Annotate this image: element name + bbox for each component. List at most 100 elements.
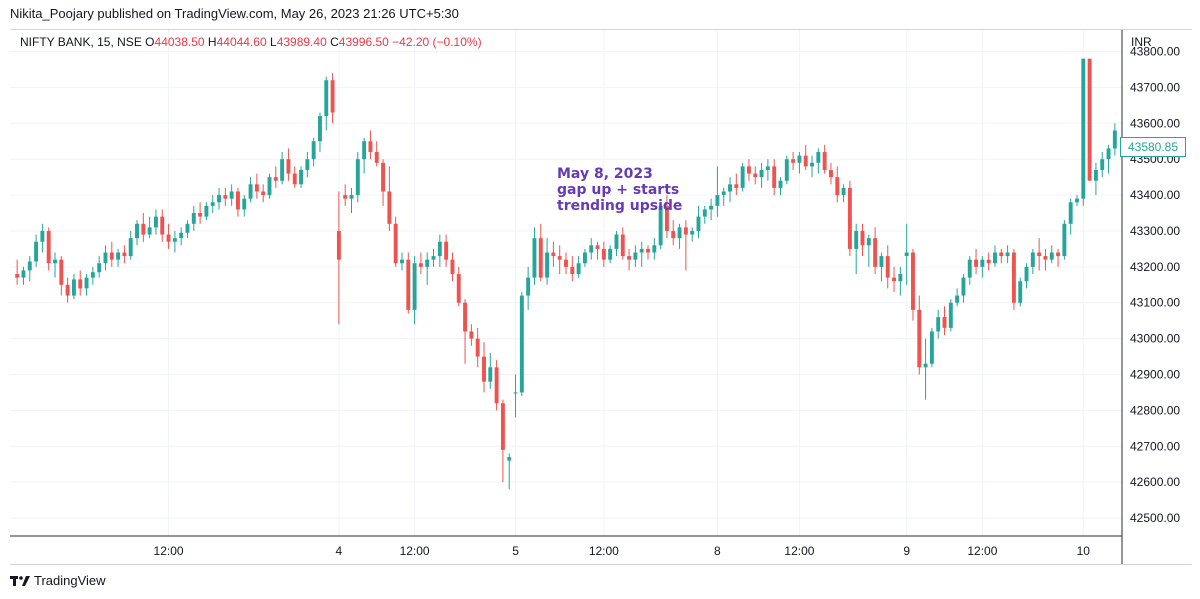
candle-body xyxy=(652,245,657,253)
y-tick-label: 42900.00 xyxy=(1130,368,1180,382)
candle-body xyxy=(917,309,922,368)
candle xyxy=(374,141,379,167)
candle xyxy=(759,162,764,188)
y-tick-label: 42600.00 xyxy=(1130,475,1180,489)
x-tick-label: 12:00 xyxy=(784,544,814,558)
close-label: C xyxy=(330,35,339,49)
candle xyxy=(147,216,152,239)
candle-body xyxy=(847,187,852,249)
candle xyxy=(494,360,499,411)
candle-body xyxy=(873,238,878,267)
candle xyxy=(866,234,871,267)
candle-body xyxy=(671,230,676,239)
candle xyxy=(860,223,865,257)
candle-body xyxy=(942,317,947,328)
candle-body xyxy=(362,141,367,160)
candle-body xyxy=(463,302,468,332)
candle xyxy=(475,327,480,368)
candle-body xyxy=(254,184,259,192)
candle-body xyxy=(1056,252,1061,257)
open-label: O xyxy=(145,35,155,49)
candle-body xyxy=(746,166,751,174)
candle xyxy=(822,144,827,174)
symbol-label[interactable]: NIFTY BANK, 15, NSE xyxy=(20,35,142,49)
open-value: 44038.50 xyxy=(154,35,205,49)
candle-body xyxy=(191,213,196,224)
candle xyxy=(810,155,814,178)
candle xyxy=(65,277,70,303)
y-tick-label: 42800.00 xyxy=(1130,403,1180,417)
y-tick-label: 43300.00 xyxy=(1130,224,1180,238)
candle xyxy=(507,453,512,490)
candle-body xyxy=(166,234,171,242)
candle-body xyxy=(179,232,184,239)
candle-body xyxy=(15,274,20,278)
candle xyxy=(15,259,20,285)
candle xyxy=(942,306,947,336)
candle xyxy=(633,245,638,267)
candle-body xyxy=(948,302,953,328)
candle-body xyxy=(393,223,398,264)
candle xyxy=(993,245,997,267)
candle-body xyxy=(1049,252,1054,260)
candle-body xyxy=(854,230,859,249)
candle xyxy=(873,227,878,275)
candle xyxy=(34,234,39,267)
candle xyxy=(311,137,316,167)
chart-annotation[interactable]: May 8, 2023 gap up + starts trending ups… xyxy=(557,166,682,214)
candle-body xyxy=(866,238,871,246)
candle-body xyxy=(545,252,550,278)
candle xyxy=(911,248,915,321)
candle xyxy=(513,374,518,418)
candle-body xyxy=(450,259,455,275)
footer: TradingView xyxy=(10,573,106,588)
candle xyxy=(885,245,890,289)
candle-body xyxy=(273,177,278,181)
candle xyxy=(191,205,196,231)
candle-body xyxy=(728,184,732,192)
candle-body xyxy=(664,205,669,231)
candle-body xyxy=(1100,159,1105,170)
candle xyxy=(463,299,468,364)
x-tick-label: 12:00 xyxy=(154,544,184,558)
candle xyxy=(179,227,184,246)
chart-frame[interactable]: 43800.00 43700.00 43600.00 43500.00 43400.00… xyxy=(10,29,1192,565)
candle xyxy=(59,256,64,296)
candle xyxy=(431,248,436,267)
low-value: 43989.40 xyxy=(276,35,327,49)
candle-body xyxy=(292,173,297,185)
footer-brand[interactable]: TradingView xyxy=(34,573,106,588)
candle xyxy=(1081,58,1086,206)
candle xyxy=(595,241,600,260)
annotation-line: May 8, 2023 xyxy=(557,166,653,182)
candle xyxy=(923,338,928,400)
candle xyxy=(841,184,846,203)
candle-body xyxy=(103,252,108,264)
candle-body xyxy=(784,159,789,181)
candle-body xyxy=(299,169,303,185)
candle-body xyxy=(822,152,827,170)
x-tick-label: 12:00 xyxy=(589,544,619,558)
candle-body xyxy=(381,162,386,192)
price-chart[interactable]: 43800.0043700.0043600.0043500.0043400.00… xyxy=(10,30,1192,564)
candle xyxy=(90,266,95,285)
candle-body xyxy=(122,252,127,257)
candle xyxy=(898,266,903,296)
candle-body xyxy=(721,191,726,196)
candle-body xyxy=(475,338,480,357)
candle-body xyxy=(330,80,335,113)
candle-body xyxy=(791,159,796,163)
candle-body xyxy=(696,216,701,231)
candle xyxy=(664,195,669,239)
candle xyxy=(185,220,190,239)
candle-body xyxy=(1087,58,1092,181)
publisher-line: Nikita_Poojary published on TradingView.… xyxy=(10,6,459,21)
candle-body xyxy=(46,230,51,264)
candle xyxy=(425,252,430,285)
candle xyxy=(437,234,442,267)
candle xyxy=(330,73,335,124)
candle xyxy=(368,130,373,160)
candle xyxy=(620,227,625,260)
candle xyxy=(210,195,215,214)
currency-label[interactable]: INR xyxy=(1131,35,1152,49)
